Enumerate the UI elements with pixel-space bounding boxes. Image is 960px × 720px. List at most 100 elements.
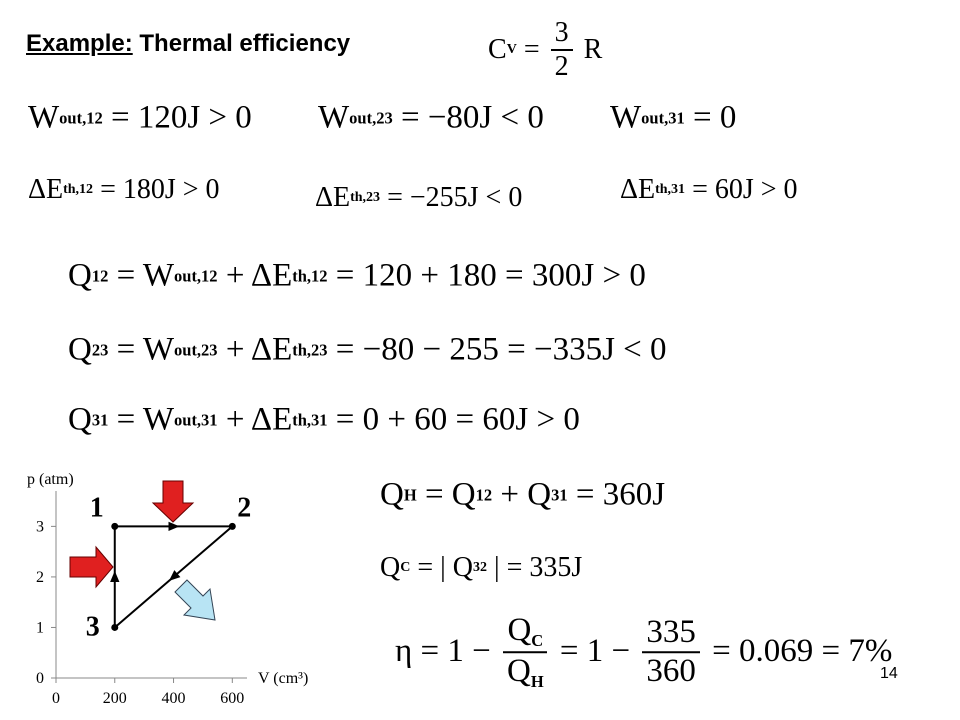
title: Example: Thermal efficiency (26, 30, 350, 58)
subscript: H (403, 485, 417, 504)
y-tick-label: 2 (36, 569, 44, 586)
y-axis-label: p (atm) (27, 471, 74, 488)
math-text: | = 335J (486, 552, 583, 583)
equation: ΔE th,12 = 180J > 0 (28, 174, 220, 206)
subscript: out,12 (174, 266, 218, 285)
x-axis-label: V (cm³) (258, 670, 308, 687)
direction-arrow (168, 570, 181, 581)
subscript: 31 (91, 410, 109, 429)
math-text: + Q (492, 476, 552, 513)
math-text: ΔE (28, 174, 64, 205)
subscript: 23 (91, 340, 109, 359)
y-tick-label: 1 (36, 619, 44, 636)
math-text: = 60J > 0 (685, 174, 798, 205)
math-text: C (488, 34, 507, 65)
y-tick-label: 0 (36, 670, 44, 687)
math-text: = W (108, 401, 175, 438)
subscript: 32 (472, 560, 487, 575)
equation: η = 1 − QC QH = 1 − 335 360 = 0.069 = 7% (395, 612, 892, 692)
x-tick-label: 0 (52, 690, 60, 707)
denominator: QH (503, 653, 548, 692)
subscript: th,31 (655, 182, 686, 197)
math-text: W (28, 99, 60, 136)
math-text: = 120 + 180 = 300J > 0 (327, 257, 646, 294)
math-text: Q (380, 552, 401, 583)
math-text: = −80 − 255 = −335J < 0 (327, 331, 667, 368)
math-text: + ΔE (217, 401, 293, 438)
math-text: η = 1 − (395, 633, 499, 670)
math-text: = (516, 34, 547, 65)
subscript: out,23 (349, 108, 393, 127)
subscript: C (531, 631, 544, 650)
subscript: V (506, 42, 517, 57)
subscript: C (400, 560, 411, 575)
math-text: = 0.069 = 7% (703, 633, 893, 670)
fraction: 335 360 (642, 614, 700, 690)
math-text: 2 (554, 51, 569, 82)
x-tick-label: 600 (220, 690, 244, 707)
state-label: 1 (90, 492, 104, 523)
math-text: 360 (646, 653, 696, 689)
state-point (111, 623, 119, 631)
state-label: 3 (86, 611, 100, 642)
subscript: th,31 (292, 410, 328, 429)
math-text: Q (68, 401, 92, 438)
math-text: 335 (646, 614, 696, 650)
subscript: th,23 (350, 190, 381, 205)
math-text: = 0 (684, 99, 737, 136)
denominator: 2 (551, 51, 573, 83)
math-text: = W (108, 331, 175, 368)
math-text: = Q (416, 476, 476, 513)
subscript: H (530, 671, 544, 691)
y-tick-label: 3 (36, 518, 44, 535)
math-text: = 0 + 60 = 60J > 0 (327, 401, 580, 438)
subscript: 12 (475, 485, 493, 504)
title-lead: Example: (26, 30, 133, 57)
numerator: QC (503, 612, 548, 653)
numerator: 335 (642, 614, 700, 653)
math-text: Q (68, 257, 92, 294)
math-text: = −255J < 0 (380, 182, 523, 213)
math-text: = 360J (567, 476, 666, 513)
math-text: + ΔE (217, 257, 293, 294)
math-text: W (318, 99, 350, 136)
subscript: th,12 (292, 266, 328, 285)
math-text: = | Q (410, 552, 473, 583)
numerator: 3 (550, 17, 573, 51)
heat-out-arrow (174, 579, 216, 621)
denominator: 360 (642, 653, 700, 690)
state-point (228, 522, 236, 530)
subscript: out,12 (59, 108, 103, 127)
math-text: ΔE (315, 182, 351, 213)
math-text: = 180J > 0 (93, 174, 220, 205)
subscript: out,31 (174, 410, 218, 429)
state-label: 2 (237, 492, 251, 523)
subscript: th,12 (63, 182, 94, 197)
math-text: W (610, 99, 642, 136)
math-text: Q (506, 653, 531, 689)
state-point (111, 522, 119, 530)
math-text: = 1 − (551, 633, 639, 670)
math-text: ΔE (620, 174, 656, 205)
direction-arrow (110, 570, 120, 582)
math-text: + ΔE (217, 331, 293, 368)
subscript: 12 (91, 266, 109, 285)
equation: ΔE th,31 = 60J > 0 (620, 174, 798, 206)
math-text: 3 (554, 17, 569, 48)
direction-arrow (168, 521, 180, 532)
subscript: 31 (551, 485, 568, 504)
x-tick-label: 200 (103, 690, 127, 707)
equation: ΔE th,23 = −255J < 0 (315, 182, 522, 214)
math-text: = W (108, 257, 175, 294)
heat-in-arrow (69, 545, 114, 589)
